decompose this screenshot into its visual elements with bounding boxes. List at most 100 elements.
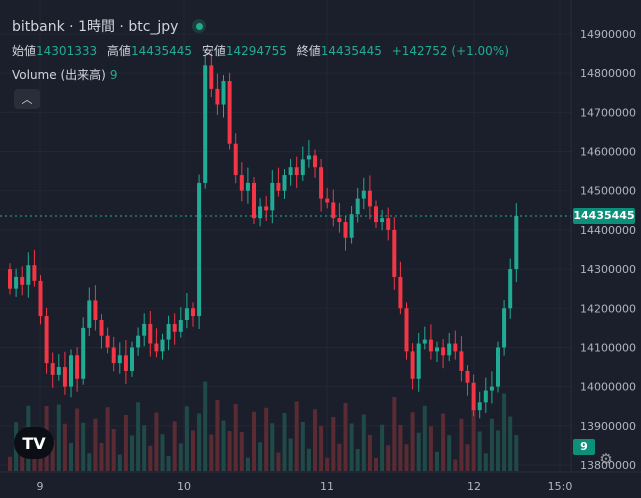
y-tick-label: 14100000 <box>580 341 636 354</box>
candle-body <box>508 269 513 309</box>
candle-body <box>111 347 116 364</box>
volume-bar <box>56 404 61 471</box>
volume-bar <box>160 434 165 471</box>
low-value: 14294755 <box>225 44 287 58</box>
candle-body <box>136 335 141 348</box>
candle-body <box>343 222 348 238</box>
candle-body <box>349 214 354 238</box>
volume-bar <box>441 413 446 471</box>
volume-bar <box>166 456 171 471</box>
volume-bar <box>69 443 73 471</box>
candle-body <box>355 198 360 215</box>
volume-bar <box>87 453 92 471</box>
candle-body <box>239 175 244 191</box>
candle-body <box>477 402 482 411</box>
candle-body <box>56 367 61 375</box>
current-volume-tag: 9 <box>573 439 595 455</box>
change-value: +142752 (+1.00%) <box>391 44 509 58</box>
y-tick-label: 13800000 <box>580 459 636 472</box>
candle-body <box>142 323 147 336</box>
volume-bar <box>178 443 183 471</box>
volume-bar <box>38 446 43 471</box>
candle-body <box>227 81 232 144</box>
volume-bar <box>422 405 427 471</box>
candle-body <box>148 323 153 344</box>
open-value: 14301333 <box>36 44 98 58</box>
candle-body <box>87 300 92 328</box>
volume-bar <box>435 451 439 471</box>
candle-body <box>502 308 507 348</box>
volume-bar <box>447 435 452 471</box>
y-tick-label: 14400000 <box>580 224 636 237</box>
candle-body <box>197 182 202 317</box>
candle-body <box>20 276 25 285</box>
volume-bar <box>282 413 287 471</box>
gear-icon[interactable]: ⚙ <box>599 450 613 468</box>
volume-bar <box>477 431 482 471</box>
low-label: 安値 <box>201 44 226 58</box>
volume-bar <box>374 458 378 471</box>
volume-legend[interactable]: Volume (出来高) 9 <box>12 66 117 83</box>
candle-body <box>258 206 263 219</box>
volume-bar <box>203 381 208 471</box>
candle-body <box>459 351 464 371</box>
x-tick-label: 11 <box>320 480 334 493</box>
volume-bar <box>398 425 403 471</box>
candle-body <box>306 155 311 160</box>
volume-bar <box>471 402 476 471</box>
volume-bar <box>313 409 317 471</box>
candle-body <box>32 265 37 281</box>
volume-bar <box>288 438 293 471</box>
collapse-legend-button[interactable]: ︿ <box>14 89 40 109</box>
candle-body <box>374 206 378 223</box>
volume-bar <box>270 423 275 471</box>
candle-body <box>38 280 43 317</box>
candle-body <box>99 320 104 336</box>
candle-body <box>191 308 195 317</box>
candle-body <box>361 190 366 199</box>
volume-bar <box>453 459 458 471</box>
candle-body <box>62 367 67 387</box>
candle-body <box>264 206 269 211</box>
volume-bar <box>154 412 159 471</box>
candle-body <box>123 355 128 371</box>
volume-bar <box>367 435 372 471</box>
candle-body <box>245 182 250 191</box>
close-label: 終値 <box>296 44 321 58</box>
volume-label: Volume (出来高) <box>12 68 106 82</box>
x-tick-label: 15:0 <box>548 480 573 493</box>
volume-bar <box>264 407 269 471</box>
candle-body <box>8 269 12 289</box>
candle-body <box>50 363 55 375</box>
candle-body <box>26 265 31 285</box>
candle-body <box>154 343 159 352</box>
volume-bar <box>245 457 250 471</box>
volume-bar <box>337 443 342 471</box>
candle-body <box>489 386 494 391</box>
candle-body <box>130 347 134 371</box>
candle-body <box>81 327 86 379</box>
candle-body <box>233 143 238 176</box>
volume-bar <box>50 440 55 471</box>
candle-body <box>44 316 49 364</box>
volume-bar <box>380 424 385 471</box>
candle-body <box>117 355 122 364</box>
volume-bar <box>294 401 299 471</box>
candle-body <box>410 351 415 379</box>
symbol-title[interactable]: bitbank · 1時間 · btc_jpy <box>12 19 179 35</box>
x-tick-label: 12 <box>467 480 481 493</box>
candle-body <box>435 347 439 352</box>
volume-bar <box>319 426 324 471</box>
volume-bar <box>62 423 67 471</box>
candle-body <box>319 167 324 199</box>
y-tick-label: 14600000 <box>580 146 636 159</box>
volume-bar <box>386 445 391 471</box>
candle-body <box>367 190 372 207</box>
candle-body <box>209 65 214 89</box>
tradingview-logo-icon[interactable]: TV <box>14 427 54 459</box>
candle-body <box>465 370 470 383</box>
candle-body <box>166 323 171 340</box>
volume-bar <box>172 421 177 471</box>
close-value: 14435445 <box>320 44 382 58</box>
